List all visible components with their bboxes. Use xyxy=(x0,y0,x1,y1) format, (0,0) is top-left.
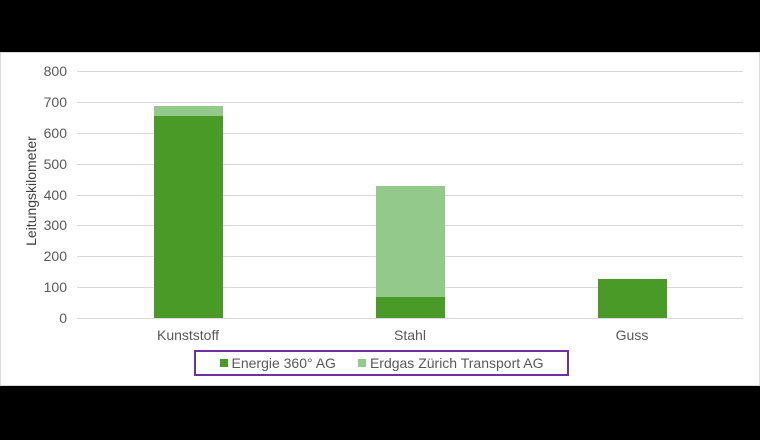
legend-item-erdgas-zuerich: Erdgas Zürich Transport AG xyxy=(357,355,544,371)
legend-swatch-erdgas-zuerich xyxy=(357,359,366,367)
gridline xyxy=(77,71,743,72)
legend: Energie 360° AG Erdgas Zürich Transport … xyxy=(194,350,569,376)
y-tick-label: 200 xyxy=(43,248,67,265)
gridline xyxy=(77,101,743,103)
gridline xyxy=(77,163,743,165)
bar-kunststoff xyxy=(153,71,223,318)
y-tick-label: 100 xyxy=(43,279,67,296)
bar-segment xyxy=(153,105,223,116)
legend-label: Erdgas Zürich Transport AG xyxy=(369,355,544,371)
y-tick-label: 400 xyxy=(43,186,67,203)
bar-guss xyxy=(597,71,667,318)
chart-area: Leitungskilometer 0 100 200 300 400 500 600 700… xyxy=(0,52,760,386)
x-tick-label: Stahl xyxy=(394,327,426,343)
bar-segment xyxy=(375,186,445,297)
gridline xyxy=(77,132,743,134)
gridline xyxy=(77,318,743,319)
y-tick-label: 0 xyxy=(59,310,67,326)
legend-swatch-energie-360 xyxy=(219,359,228,367)
plot-area: Leitungskilometer 0 100 200 300 400 500 600 700… xyxy=(23,63,743,343)
x-tick-label: Kunststoff xyxy=(156,327,219,343)
legend-item-energie-360: Energie 360° AG xyxy=(219,355,336,371)
bar-segment xyxy=(153,115,223,318)
y-tick-label: 800 xyxy=(43,63,67,79)
bar-segment xyxy=(375,297,445,318)
y-tick-label: 700 xyxy=(43,93,67,110)
y-tick-label: 500 xyxy=(43,155,67,172)
x-tick-label: Guss xyxy=(615,327,649,343)
bar-stahl xyxy=(375,71,445,318)
y-tick-label: 300 xyxy=(43,217,67,234)
bar-segment xyxy=(597,279,667,318)
y-tick-label: 600 xyxy=(43,124,67,141)
legend-label: Energie 360° AG xyxy=(231,355,336,371)
